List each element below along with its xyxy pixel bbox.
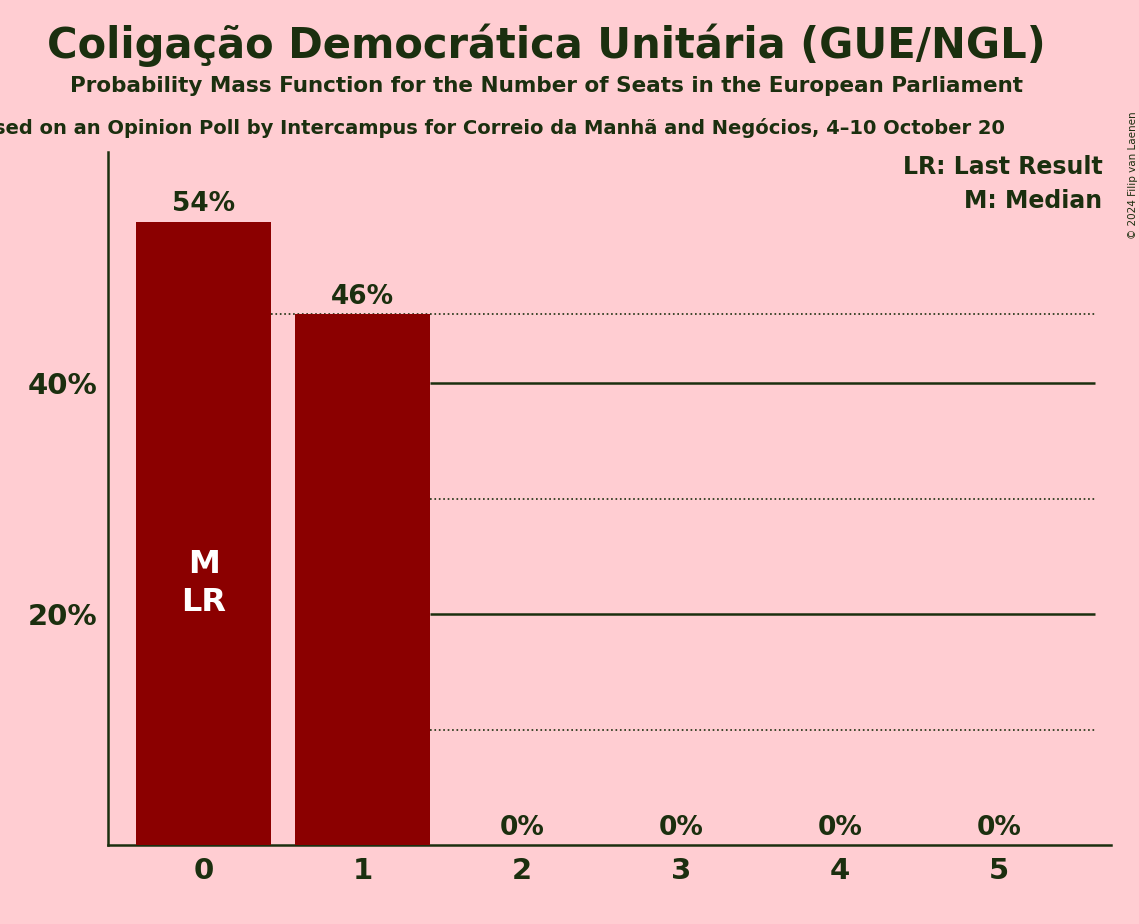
Bar [136,222,271,845]
Text: 0%: 0% [658,815,704,841]
Text: M
LR: M LR [181,549,227,618]
Text: 46%: 46% [331,284,394,310]
Text: 54%: 54% [172,191,236,217]
Text: 0%: 0% [499,815,544,841]
Text: 0%: 0% [977,815,1022,841]
Text: M: Median: M: Median [965,189,1103,213]
Text: © 2024 Filip van Laenen: © 2024 Filip van Laenen [1129,111,1138,238]
Text: sed on an Opinion Poll by Intercampus for Correio da Manhã and Negócios, 4–10 Oc: sed on an Opinion Poll by Intercampus fo… [0,118,1006,139]
Text: LR: Last Result: LR: Last Result [903,155,1103,178]
Bar [295,314,431,845]
Text: 0%: 0% [818,815,862,841]
Text: Coligação Democrática Unitária (GUE/NGL): Coligação Democrática Unitária (GUE/NGL) [48,23,1046,67]
Text: Probability Mass Function for the Number of Seats in the European Parliament: Probability Mass Function for the Number… [71,76,1023,96]
